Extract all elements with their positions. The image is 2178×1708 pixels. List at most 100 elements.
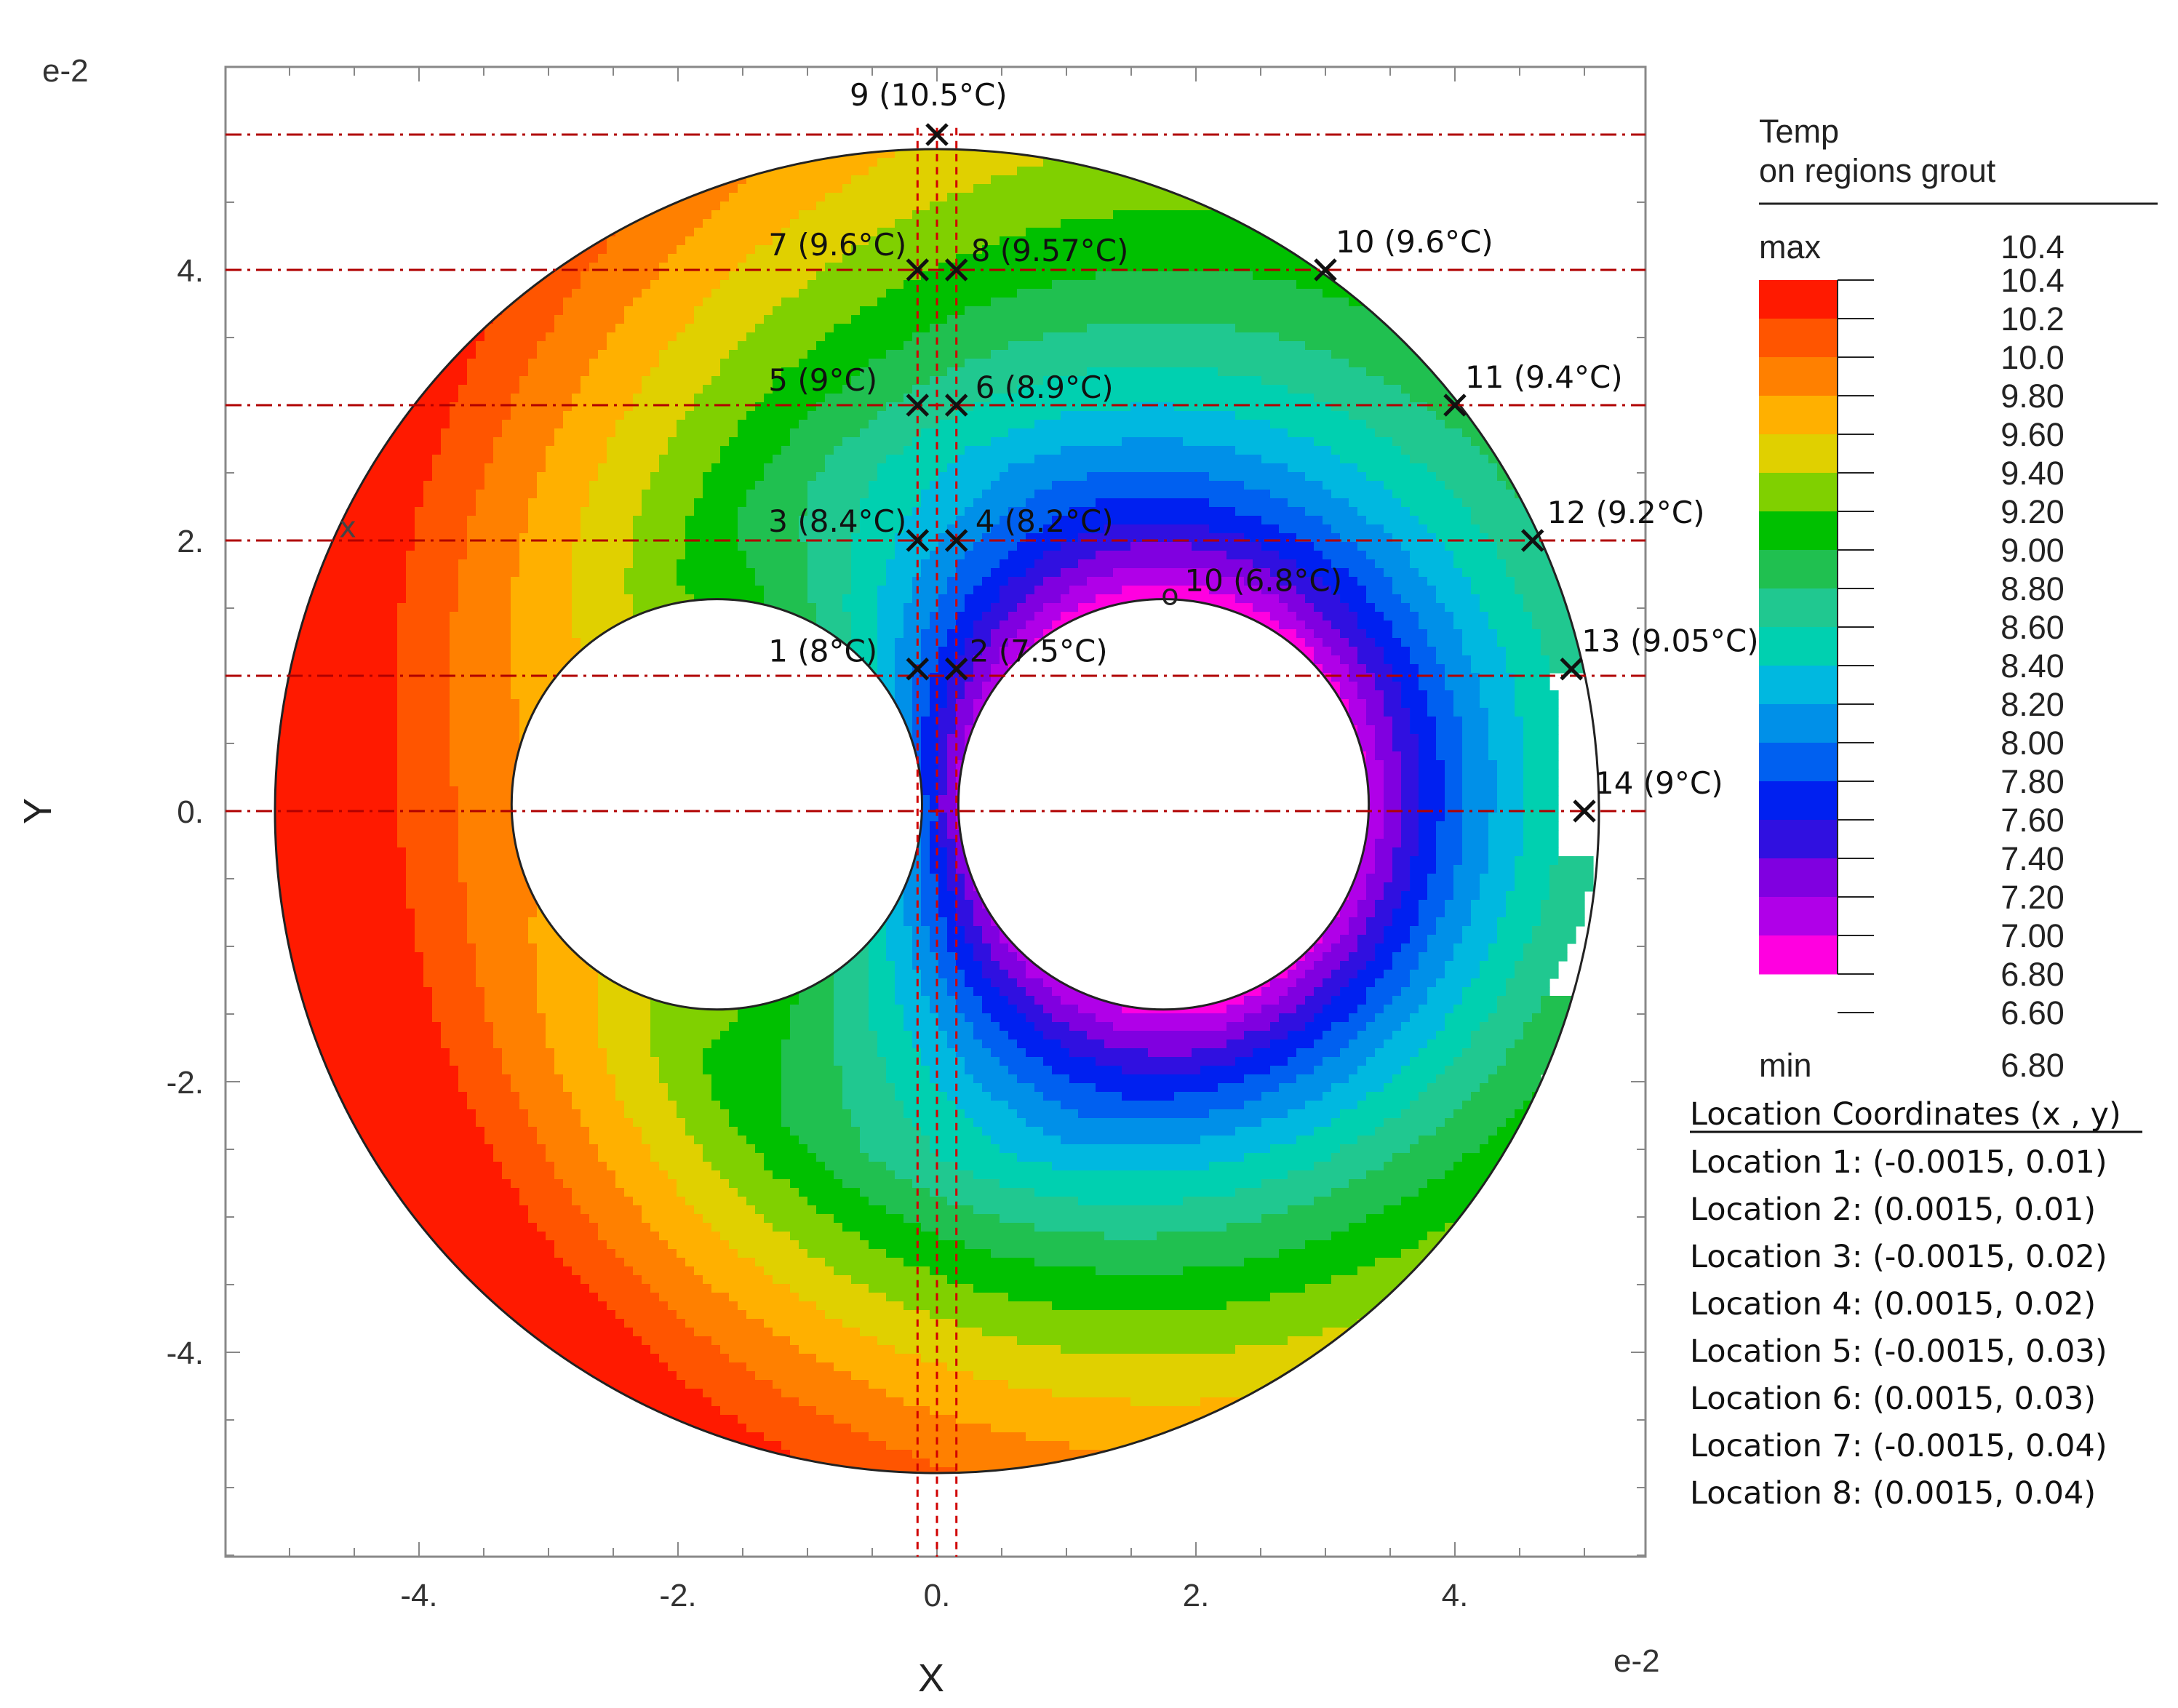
contour-cell <box>546 1153 599 1162</box>
contour-cell <box>1244 1074 1297 1084</box>
contour-cell <box>965 638 992 647</box>
contour-cell <box>1401 900 1419 909</box>
contour-cell <box>1000 1179 1262 1189</box>
contour-cell <box>956 516 1000 525</box>
contour-cell <box>677 1310 747 1320</box>
contour-cell <box>467 542 520 551</box>
contour-cell <box>1401 891 1428 901</box>
contour-cell <box>1497 629 1541 639</box>
contour-cell <box>1453 1057 1507 1066</box>
contour-cell <box>1445 769 1463 778</box>
contour-cell <box>886 943 913 953</box>
contour-cell <box>450 751 529 761</box>
contour-cell <box>275 978 424 988</box>
contour-cell <box>1419 769 1445 778</box>
contour-cell <box>528 507 581 516</box>
contour-cell <box>519 385 581 394</box>
contour-cell <box>965 1109 1018 1119</box>
contour-cell <box>860 1136 930 1145</box>
contour-cell <box>441 1022 494 1031</box>
contour-cell <box>554 315 625 324</box>
contour-cell <box>1192 1048 1253 1058</box>
contour-cell <box>1366 708 1384 717</box>
contour-cell <box>685 516 738 525</box>
contour-cell <box>397 769 450 778</box>
contour-cell <box>921 830 930 839</box>
contour-cell <box>1401 594 1437 604</box>
contour-cell <box>956 620 974 630</box>
contour-cell <box>432 1005 485 1014</box>
contour-cell <box>790 1232 861 1241</box>
contour-cell <box>1357 647 1384 656</box>
contour-cell <box>1279 1083 1332 1093</box>
contour-cell <box>650 1223 712 1232</box>
contour-cell <box>1436 725 1463 735</box>
contour-cell <box>869 1153 939 1162</box>
contour-cell <box>528 516 581 525</box>
legend-color-band <box>1759 858 1838 898</box>
contour-cell <box>519 542 573 551</box>
contour-cell <box>1445 673 1480 682</box>
contour-cell <box>1445 786 1463 796</box>
contour-cell <box>275 917 415 927</box>
contour-cell <box>467 882 538 892</box>
contour-cell <box>938 830 948 839</box>
contour-cell <box>598 350 660 359</box>
contour-cell <box>1323 1057 1367 1066</box>
contour-cell <box>1462 926 1498 935</box>
contour-cell <box>1427 1083 1480 1093</box>
contour-cell <box>947 1275 1332 1285</box>
contour-cell <box>476 498 529 508</box>
contour-cell <box>869 359 965 368</box>
x-tick-label: -2. <box>659 1578 696 1613</box>
contour-cell <box>502 1057 555 1066</box>
contour-cell <box>755 1258 826 1267</box>
contour-cell <box>598 254 669 263</box>
contour-cell <box>973 1031 1009 1040</box>
contour-cell <box>1401 1022 1445 1031</box>
contour-cell <box>1366 996 1393 1005</box>
contour-cell <box>1270 420 1367 429</box>
contour-cell <box>1410 725 1437 735</box>
legend-color-band <box>1759 588 1838 628</box>
contour-cell <box>1453 708 1489 717</box>
contour-cell <box>1427 524 1480 534</box>
contour-cell <box>807 559 852 569</box>
contour-cell <box>1497 769 1524 778</box>
contour-cell <box>1008 970 1026 979</box>
contour-cell <box>275 620 398 630</box>
contour-cell <box>895 996 930 1005</box>
contour-cell <box>903 1022 939 1031</box>
contour-cell <box>397 743 450 752</box>
contour-cell <box>1436 594 1480 604</box>
contour-cell <box>1209 524 1280 534</box>
contour-cell <box>1043 1005 1079 1014</box>
contour-cell <box>668 1092 712 1101</box>
contour-cell <box>406 551 468 560</box>
contour-cell <box>598 1005 651 1014</box>
contour-cell <box>1515 682 1550 691</box>
contour-cell <box>1523 778 1559 787</box>
contour-cell <box>1008 1101 1061 1110</box>
contour-cell <box>720 201 817 211</box>
contour-cell <box>938 1083 983 1093</box>
contour-cell <box>1427 996 1463 1005</box>
coordinates-row: Location 7: (-0.0015, 0.04) <box>1690 1428 2107 1464</box>
contour-cell <box>1488 847 1524 857</box>
contour-cell <box>938 734 948 743</box>
contour-cell <box>1226 1301 1402 1311</box>
contour-cell <box>1497 917 1541 927</box>
contour-cell <box>991 1136 1061 1145</box>
contour-cell <box>598 1013 651 1023</box>
location-marker-label: 10 (6.8°C) <box>1184 562 1342 598</box>
contour-cell <box>1427 891 1454 901</box>
contour-cell <box>703 1275 773 1285</box>
contour-cell <box>921 638 948 647</box>
contour-cell <box>711 1039 782 1049</box>
contour-cell <box>1270 1066 1315 1075</box>
contour-cell <box>1419 917 1437 927</box>
contour-cell <box>1488 943 1524 953</box>
contour-cell <box>581 385 642 394</box>
contour-cell <box>694 315 765 324</box>
contour-cell <box>450 717 520 726</box>
